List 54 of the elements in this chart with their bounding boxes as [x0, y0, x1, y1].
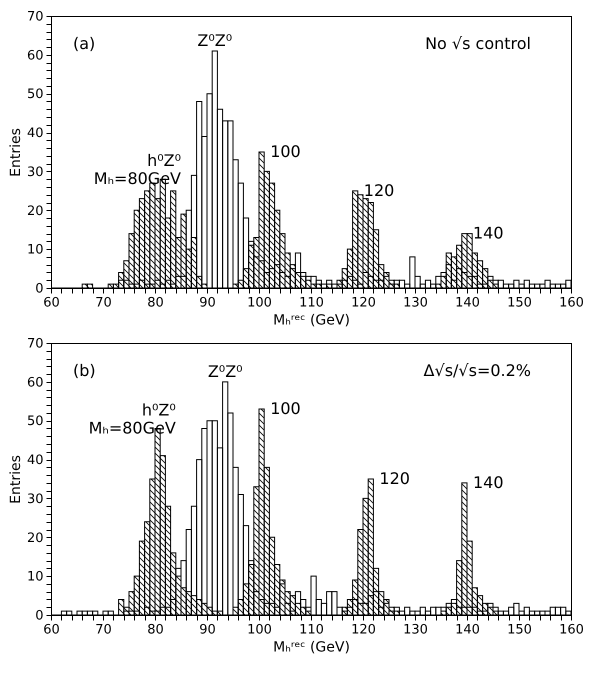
- x-tick-label: 110: [299, 296, 324, 310]
- x-tick-label: 100: [247, 622, 272, 638]
- x-tick-label: 90: [199, 296, 216, 310]
- x-tick-label: 70: [95, 622, 112, 638]
- x-tick-label: 140: [455, 622, 480, 638]
- y-tick-label: 70: [26, 336, 44, 352]
- annotation: No √s control: [425, 34, 531, 53]
- annotation: Δ√s/√s=0.2%: [424, 361, 531, 380]
- x-axis-title: Mₕʳᵉᶜ (GeV): [273, 640, 350, 656]
- y-tick-label: 20: [26, 204, 44, 219]
- y-tick-label: 50: [26, 87, 44, 102]
- x-tick-label: 120: [351, 622, 376, 638]
- series-label: 120: [379, 469, 410, 488]
- x-tick-label: 140: [455, 296, 480, 310]
- x-tick-label: 90: [199, 622, 216, 638]
- y-tick-label: 20: [26, 530, 44, 546]
- y-tick-label: 60: [26, 375, 44, 390]
- series-label: Z⁰Z⁰: [197, 30, 232, 50]
- series-label: h⁰Z⁰ Mₕ=80GeV: [88, 400, 176, 438]
- series-label: 100: [270, 142, 301, 161]
- x-tick-label: 120: [351, 296, 376, 310]
- series-label: 140: [473, 224, 504, 243]
- annotation: (b): [73, 361, 96, 380]
- series-label: 120: [364, 180, 394, 200]
- y-tick-label: 40: [26, 453, 44, 468]
- y-axis-title: Entries: [8, 455, 24, 504]
- series-label: Z⁰Z⁰: [208, 362, 243, 381]
- x-tick-label: 150: [507, 296, 532, 310]
- y-tick-label: 10: [26, 570, 44, 585]
- y-axis-title: Entries: [8, 128, 24, 177]
- x-tick-label: 160: [559, 296, 584, 310]
- x-tick-label: 80: [147, 296, 164, 310]
- series-label: 140: [473, 472, 504, 492]
- y-tick-label: 50: [26, 414, 44, 430]
- x-tick-label: 70: [95, 296, 112, 310]
- y-tick-label: 40: [26, 126, 44, 142]
- y-tick-label: 30: [26, 492, 44, 507]
- x-tick-label: 130: [403, 296, 428, 310]
- x-tick-label: 80: [147, 622, 164, 638]
- annotation: (a): [73, 34, 96, 53]
- x-tick-label: 130: [403, 622, 428, 638]
- y-tick-label: 0: [35, 282, 44, 296]
- series-label: h⁰Z⁰ Mₕ=80GeV: [94, 151, 182, 188]
- y-tick-label: 10: [26, 242, 44, 258]
- y-tick-label: 60: [26, 48, 44, 64]
- x-tick-label: 160: [559, 622, 584, 638]
- y-tick-label: 70: [26, 10, 44, 24]
- series-label: 100: [270, 399, 301, 418]
- y-tick-label: 30: [26, 164, 44, 180]
- y-tick-label: 0: [35, 608, 44, 624]
- x-tick-label: 110: [299, 622, 324, 638]
- x-tick-label: 150: [507, 622, 532, 638]
- x-tick-label: 100: [247, 296, 272, 310]
- x-axis-title: Mₕʳᵉᶜ (GeV): [273, 312, 350, 328]
